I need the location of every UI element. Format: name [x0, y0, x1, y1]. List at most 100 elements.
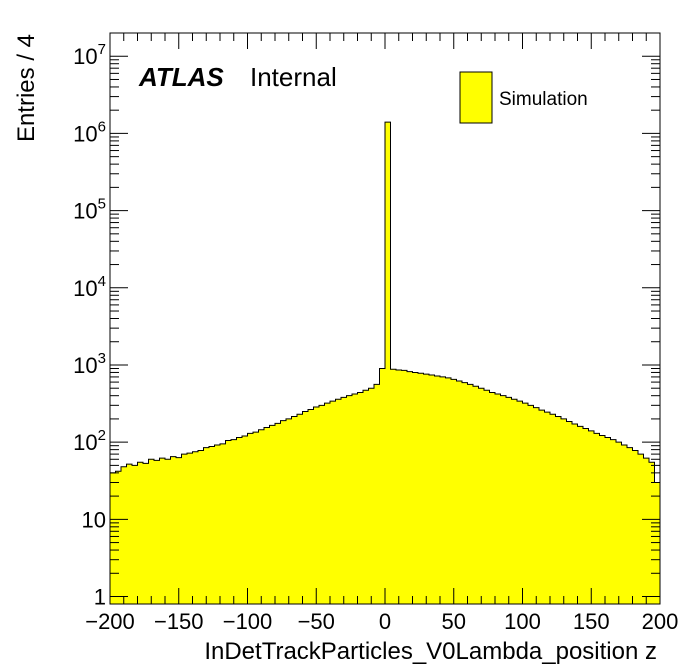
histogram-bar	[506, 397, 512, 604]
histogram-bar	[621, 444, 628, 604]
histogram-bar	[605, 437, 611, 604]
histogram-bar	[121, 466, 127, 604]
histogram-bars	[109, 121, 661, 604]
histogram-bar	[297, 414, 303, 604]
y-tick-label: 102	[73, 427, 106, 455]
histogram-bar	[610, 439, 617, 604]
histogram-bar	[313, 407, 320, 604]
histogram-bar	[165, 459, 171, 604]
histogram-bar	[643, 458, 650, 604]
histogram-bar	[363, 390, 369, 604]
histogram-bar	[220, 443, 226, 604]
histogram-bar	[242, 436, 248, 604]
y-tick-label: 107	[73, 41, 106, 69]
histogram-bar	[137, 462, 144, 604]
histogram-bar	[330, 401, 336, 604]
histogram-bar	[627, 447, 633, 604]
histogram-bar	[583, 428, 589, 604]
histogram-bar	[385, 122, 391, 604]
histogram-bar	[467, 384, 474, 604]
histogram-bar	[291, 416, 298, 604]
histogram-bar	[528, 405, 534, 604]
histogram-bar	[264, 427, 270, 604]
histogram-bar	[550, 414, 556, 604]
histogram-bar	[346, 395, 353, 604]
histogram-bar	[181, 454, 188, 604]
histogram-bar	[352, 394, 358, 604]
histogram-bar	[357, 392, 364, 604]
histogram-bar	[599, 435, 606, 604]
histogram-bar	[170, 456, 177, 604]
histogram-bar	[445, 377, 452, 604]
histogram-bar	[335, 399, 342, 604]
histogram-bar	[258, 429, 265, 604]
histogram-bar	[462, 382, 468, 604]
y-tick-label: 106	[73, 118, 106, 146]
y-tick-labels: 1 10 102 103 104 105 106 107	[73, 41, 106, 609]
histogram-bar	[192, 451, 199, 604]
x-tick-label: 150	[573, 609, 610, 634]
histogram-bar	[511, 399, 518, 604]
x-tick-label: 100	[504, 609, 541, 634]
histogram-bar	[159, 458, 166, 604]
histogram-bar	[412, 372, 419, 604]
histogram-bar	[533, 407, 540, 604]
x-axis-title: InDetTrackParticles_V0Lambda_position z	[204, 638, 657, 665]
histogram-bar	[489, 392, 496, 604]
histogram-bar	[544, 412, 551, 604]
histogram-bar	[148, 459, 155, 604]
histogram-bar	[407, 371, 413, 604]
histogram-bar	[522, 403, 529, 604]
histogram-bar	[319, 405, 325, 604]
histogram-bar	[110, 472, 116, 604]
histogram-bar	[286, 418, 292, 604]
histogram-bar	[209, 446, 215, 604]
histogram-bar	[154, 460, 160, 604]
histogram-bar	[423, 374, 430, 604]
x-tick-label: 50	[442, 609, 466, 634]
histogram-bar	[203, 447, 210, 604]
histogram-bar	[308, 409, 314, 604]
y-tick-label: 105	[73, 196, 106, 224]
y-tick-label: 104	[73, 273, 106, 301]
histogram-bar	[632, 450, 639, 604]
histogram-bar	[132, 465, 138, 604]
legend-swatch	[459, 71, 493, 124]
histogram-bar	[577, 426, 584, 604]
histogram-bar	[418, 373, 424, 604]
x-tick-label: 0	[379, 609, 391, 634]
histogram-bar	[451, 379, 457, 604]
y-axis-title: Entries / 4	[13, 34, 40, 142]
histogram-bar	[616, 442, 622, 604]
histogram-bar	[379, 368, 386, 604]
histogram-bar	[302, 411, 309, 604]
histogram-bar	[214, 444, 221, 604]
histogram-bar	[269, 425, 276, 604]
x-tick-labels: −200 −150 −100 −50 0 50 100 150 200	[85, 609, 678, 634]
histogram-bar	[231, 439, 237, 604]
histogram-bar	[368, 388, 375, 604]
histogram-bar	[236, 437, 243, 604]
histogram-bar	[126, 464, 133, 604]
histogram-bar	[280, 420, 287, 604]
histogram-bar	[517, 401, 523, 604]
histogram-bar	[187, 453, 193, 604]
x-tick-label: −50	[298, 609, 335, 634]
histogram-bar	[473, 386, 479, 604]
histogram-bar	[390, 369, 397, 604]
histogram-bar	[456, 380, 463, 604]
axis-ticks	[109, 32, 661, 604]
histogram-bar	[555, 416, 562, 604]
histogram-outline	[109, 121, 661, 604]
histogram-bar	[434, 375, 441, 604]
y-tick-label: 10	[82, 507, 106, 532]
histogram-bar	[275, 423, 281, 604]
histogram-bar	[561, 418, 567, 604]
legend-label-simulation: Simulation	[499, 89, 588, 110]
x-tick-label: −100	[223, 609, 273, 634]
x-tick-label: 200	[642, 609, 679, 634]
histogram-bar	[341, 397, 347, 604]
histogram-bar	[429, 375, 435, 604]
histogram-bar	[588, 430, 595, 604]
